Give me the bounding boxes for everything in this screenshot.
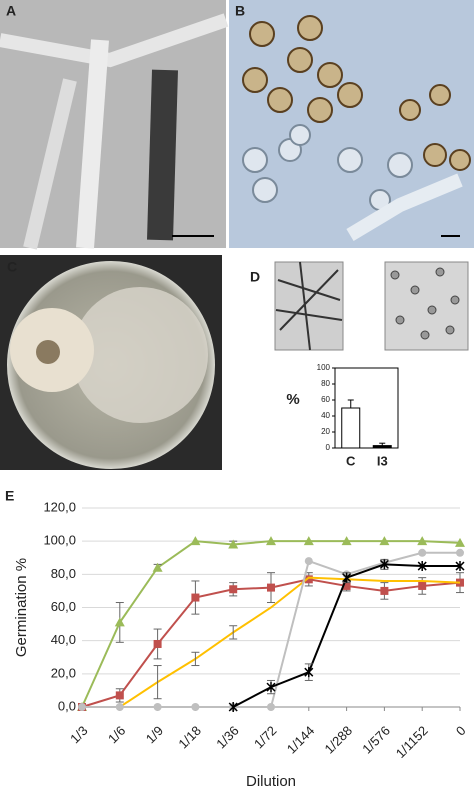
- y-tick-label: 0,0: [58, 698, 76, 713]
- marker: [304, 575, 313, 584]
- panel-label: D: [250, 269, 260, 285]
- marker: [191, 593, 200, 602]
- marker: [228, 539, 239, 549]
- marker: [152, 562, 163, 572]
- panel-label: C: [7, 259, 17, 275]
- marker: [115, 691, 124, 700]
- y-tick-label: 100,0: [43, 533, 76, 548]
- x-tick-label: 1/6: [105, 723, 128, 746]
- spores: [242, 15, 471, 171]
- marker: [114, 617, 125, 627]
- dark-hypha: [147, 69, 178, 241]
- germ-tube: [346, 173, 463, 242]
- marker: [418, 548, 427, 557]
- marker: [153, 639, 162, 648]
- y-tick-label: 40: [321, 411, 330, 420]
- hypha: [23, 78, 77, 250]
- y-axis-label: %: [286, 391, 299, 408]
- marker: [380, 586, 389, 595]
- marker: [342, 581, 351, 590]
- x-tick-label: 1/288: [322, 723, 356, 757]
- spores: [390, 267, 460, 340]
- y-tick-label: 80,0: [51, 566, 76, 581]
- x-tick-label: 1/576: [359, 723, 393, 757]
- marker: [455, 561, 465, 572]
- marker: [342, 572, 352, 583]
- marker: [303, 536, 314, 546]
- y-tick-label: 80: [321, 379, 330, 388]
- marker: [115, 703, 124, 711]
- colony: [72, 287, 208, 423]
- hyphae: [275, 261, 343, 351]
- marker: [341, 536, 352, 546]
- y-tick-label: 20: [321, 427, 330, 436]
- y-tick-label: 120,0: [43, 499, 76, 514]
- plot-frame: [334, 367, 399, 449]
- y-tick-label: 0: [326, 443, 331, 452]
- marker: [304, 557, 313, 566]
- x-tick-label: 1/18: [175, 723, 204, 752]
- panel-label: E: [5, 488, 14, 504]
- marker: [379, 559, 389, 570]
- panel-label: A: [6, 3, 16, 19]
- x-tick-label: 0: [453, 723, 469, 739]
- marker: [153, 703, 162, 711]
- marker: [191, 703, 200, 711]
- x-axis-label: Dilution: [246, 773, 296, 790]
- y-tick-label: 40,0: [51, 632, 76, 647]
- marker: [455, 537, 465, 547]
- series-line: [82, 576, 461, 708]
- panel-label: B: [235, 3, 245, 19]
- y-tick-label: 100: [317, 363, 331, 372]
- x-tick-label: 1/72: [251, 723, 280, 752]
- bar: [341, 407, 361, 449]
- marker: [456, 548, 464, 557]
- x-tick-label: 1/9: [143, 723, 166, 746]
- hypha: [0, 13, 229, 68]
- x-tick-label: I3: [377, 453, 388, 468]
- marker: [418, 581, 427, 590]
- marker: [267, 583, 275, 592]
- spores: [242, 124, 413, 211]
- marker: [228, 702, 238, 712]
- marker: [267, 703, 275, 711]
- x-tick-label: 1/1152: [393, 723, 431, 761]
- marker: [266, 536, 276, 546]
- x-tick-label: 1/144: [284, 723, 318, 757]
- marker: [190, 536, 201, 546]
- marker: [379, 536, 390, 546]
- marker: [417, 561, 427, 572]
- x-tick-label: 1/36: [213, 723, 242, 752]
- y-tick-label: 60: [321, 395, 330, 404]
- y-axis-label: Germination %: [13, 558, 30, 657]
- marker: [417, 536, 428, 546]
- hypha: [76, 39, 109, 249]
- x-tick-label: 1/3: [67, 723, 90, 746]
- bar: [372, 445, 392, 449]
- y-tick-label: 20,0: [51, 665, 76, 680]
- marker: [304, 667, 314, 678]
- marker: [266, 682, 276, 693]
- plug: [36, 340, 60, 364]
- marker: [78, 703, 86, 711]
- x-tick-label: C: [346, 453, 356, 468]
- marker: [229, 585, 238, 594]
- y-tick-label: 60,0: [51, 599, 76, 614]
